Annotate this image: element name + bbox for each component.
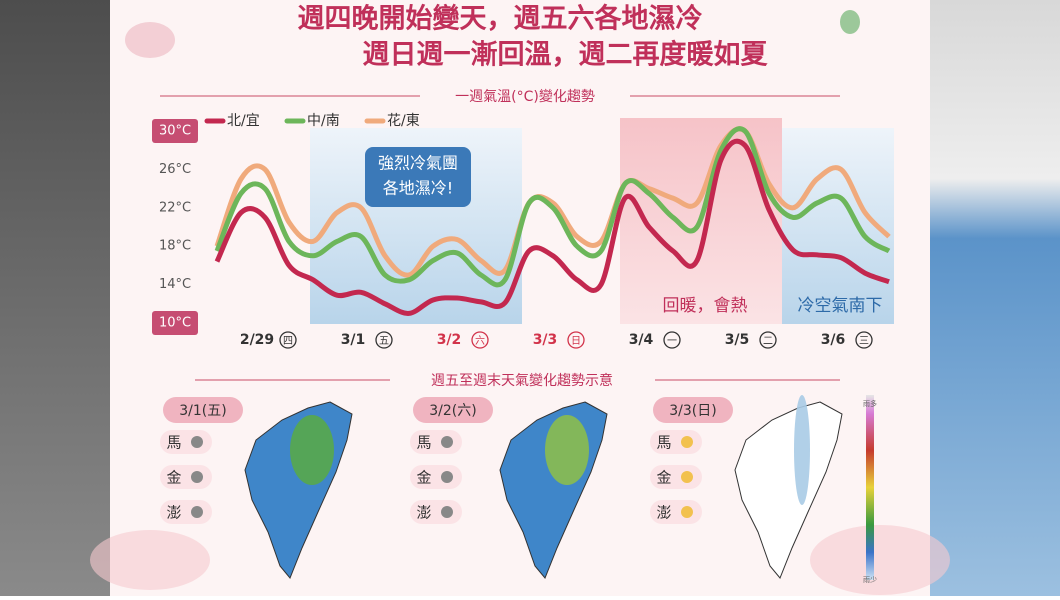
island-label: 馬: [166, 434, 181, 452]
rain-legend: 雨少: [863, 576, 877, 584]
decoration: [90, 530, 210, 590]
maps-title: 週五至週末天氣變化趨勢示意: [431, 372, 613, 389]
y-tick-label: 18°C: [159, 239, 191, 254]
temp-line: [214, 138, 890, 316]
weekday-badge: [663, 331, 681, 349]
weekday-label: 四: [283, 336, 293, 347]
y-tick-label: 30°C: [159, 124, 191, 139]
legend-label: 中/南: [307, 113, 340, 129]
weather-icon: [191, 471, 203, 483]
legend-label: 花/東: [387, 113, 420, 129]
island-badge: [650, 430, 702, 454]
island-label: 金: [656, 469, 671, 487]
weather-icon: [441, 471, 453, 483]
weekday-label: 二: [763, 336, 773, 347]
weekday-badge: [855, 331, 873, 349]
annotation-box: [365, 147, 471, 207]
annotation: 回暖，會熱: [663, 296, 748, 316]
chart-title: 一週氣溫(°C)變化趨勢: [455, 89, 595, 105]
weekday-badge: [279, 331, 297, 349]
map-date: 3/1(五): [179, 403, 226, 419]
map-date: 3/2(六): [429, 403, 476, 419]
y-tick-label: 14°C: [159, 277, 191, 292]
x-tick-label: 3/6: [821, 332, 846, 348]
weather-icon: [191, 436, 203, 448]
y-tick-badge: [152, 311, 198, 335]
weather-icon: [681, 506, 693, 518]
island-badge: [650, 465, 702, 489]
side-bg: [0, 0, 110, 596]
y-tick-label: 10°C: [159, 316, 191, 331]
weekday-label: 六: [475, 335, 485, 347]
date-badge: [163, 397, 243, 423]
weather-icon: [441, 506, 453, 518]
y-tick-badge: [152, 119, 198, 143]
leaf: [840, 10, 860, 34]
island-label: 金: [416, 469, 431, 487]
x-tick-label: 3/2: [437, 332, 462, 348]
weekday-badge: [567, 331, 585, 349]
side-bg: [930, 0, 1060, 596]
x-tick-label: 2/29: [240, 332, 274, 348]
annotation: 強烈冷氣團: [378, 154, 458, 173]
island-badge: [650, 500, 702, 524]
x-tick-label: 3/1: [341, 332, 366, 348]
map-date: 3/3(日): [669, 403, 716, 419]
x-tick-label: 3/3: [533, 332, 558, 348]
x-tick-label: 3/4: [629, 332, 654, 348]
weather-icon: [441, 436, 453, 448]
island-badge: [160, 430, 212, 454]
weather-icon: [681, 436, 693, 448]
island-badge: [410, 500, 462, 524]
annotation: 冷空氣南下: [798, 296, 883, 316]
weather-icon: [191, 506, 203, 518]
subtitle: 週日週一漸回溫，週二再度暖如夏: [363, 39, 769, 71]
weekday-label: 日: [571, 336, 581, 347]
rain-legend: 雨多: [863, 399, 877, 408]
decoration: [125, 22, 175, 58]
rain-area: [545, 415, 589, 485]
taiwan-map: [734, 401, 843, 579]
y-tick-label: 26°C: [159, 162, 191, 177]
island-label: 澎: [166, 504, 181, 522]
title: 週四晚開始變天，週五六各地濕冷: [298, 3, 703, 35]
rain-scale: [866, 395, 874, 580]
decoration: [810, 525, 950, 595]
weekday-label: 三: [859, 336, 869, 347]
weekday-badge: [375, 331, 393, 349]
island-badge: [410, 430, 462, 454]
temp-line: [214, 126, 891, 288]
date-badge: [413, 397, 493, 423]
y-tick-label: 22°C: [159, 200, 191, 215]
island-label: 澎: [656, 504, 671, 522]
date-badge: [653, 397, 733, 423]
island-label: 澎: [416, 504, 431, 522]
island-badge: [160, 500, 212, 524]
weekday-label: 一: [667, 336, 677, 347]
rain-area: [290, 415, 334, 485]
weather-icon: [681, 471, 693, 483]
rain-area: [794, 395, 810, 505]
weekday-badge: [759, 331, 777, 349]
legend-label: 北/宜: [227, 113, 260, 129]
weekday-label: 五: [379, 336, 389, 347]
island-label: 馬: [416, 434, 431, 452]
x-tick-label: 3/5: [725, 332, 750, 348]
temp-line: [214, 126, 891, 278]
weekday-badge: [471, 331, 489, 349]
island-badge: [410, 465, 462, 489]
island-badge: [160, 465, 212, 489]
island-label: 馬: [656, 434, 671, 452]
annotation: 各地濕冷!: [383, 179, 453, 198]
island-label: 金: [166, 469, 181, 487]
